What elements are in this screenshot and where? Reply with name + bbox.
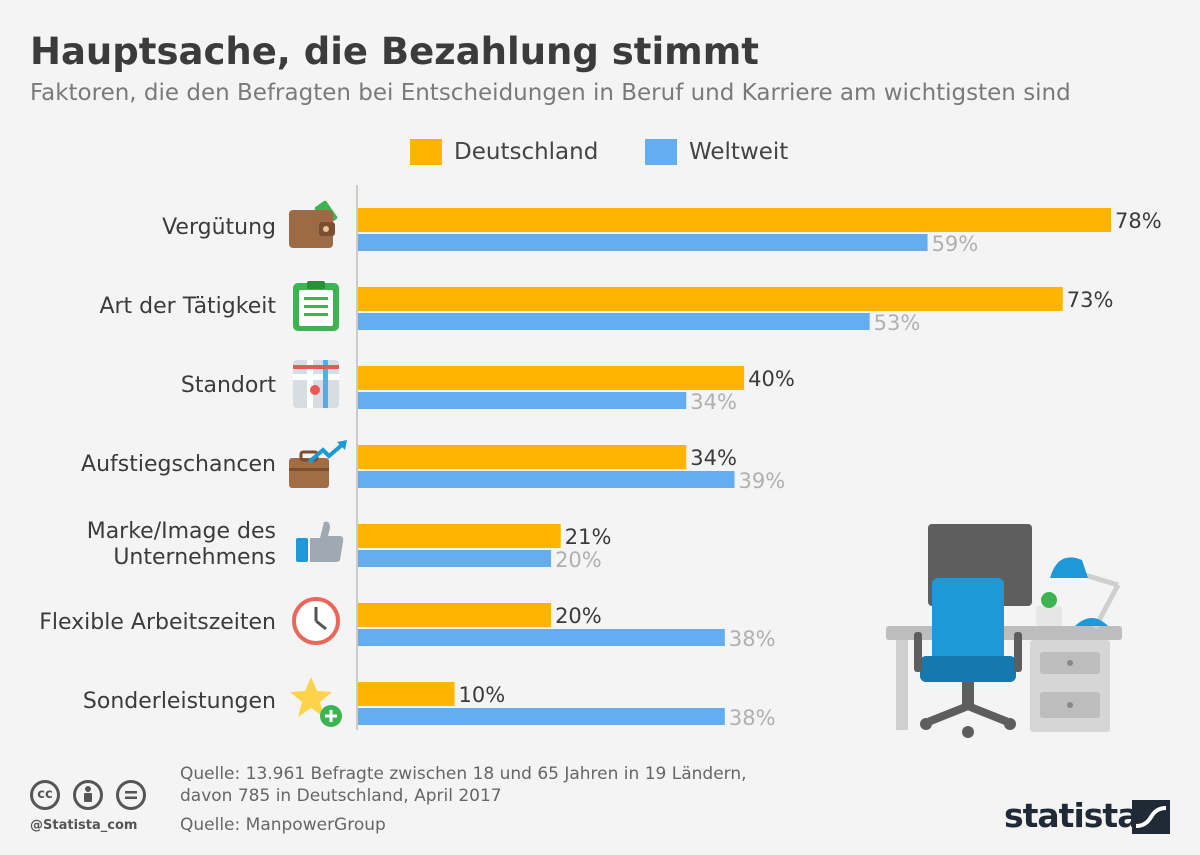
thumbs-up-icon <box>296 521 344 562</box>
chart-title: Hauptsache, die Bezahlung stimmt <box>30 30 759 73</box>
legend-item-weltweit: Weltweit <box>645 137 788 167</box>
clipboard-icon <box>293 281 339 331</box>
value-label-weltweit: 38% <box>729 627 776 651</box>
category-label: Art der Tätigkeit <box>99 294 276 319</box>
statista-logo-icon <box>1132 800 1170 834</box>
legend-swatch-deutschland <box>410 139 442 165</box>
wallet-icon <box>289 200 338 248</box>
cc-license-icon: cc <box>30 780 60 810</box>
value-label-deutschland: 34% <box>690 446 737 470</box>
value-label-weltweit: 20% <box>555 548 602 572</box>
legend-label-deutschland: Deutschland <box>454 139 599 165</box>
cc-nd-icon <box>116 780 146 810</box>
map-pin-icon <box>293 360 339 408</box>
value-label-deutschland: 73% <box>1067 288 1114 312</box>
bar-weltweit <box>358 234 928 251</box>
category-label: Aufstiegschancen <box>81 452 276 477</box>
category-label: Vergütung <box>162 215 276 240</box>
desk-illustration <box>886 524 1122 738</box>
briefcase-growth-icon <box>289 440 347 488</box>
bar-weltweit <box>358 708 725 725</box>
bar-deutschland <box>358 208 1111 232</box>
statista-handle: @Statista_com <box>30 818 138 833</box>
bar-weltweit <box>358 629 725 646</box>
statista-logo-text: statista <box>1004 796 1139 835</box>
value-label-weltweit: 53% <box>874 311 921 335</box>
value-label-deutschland: 21% <box>565 525 612 549</box>
bar-deutschland <box>358 287 1063 311</box>
clock-icon <box>292 597 340 645</box>
bar-deutschland <box>358 682 455 706</box>
bar-deutschland <box>358 524 561 548</box>
category-label: Flexible Arbeitszeiten <box>39 610 276 635</box>
bar-chart: Vergütung 78% 59% Art der Tätigkeit 73% 53% St… <box>39 185 1162 738</box>
value-label-deutschland: 10% <box>459 683 506 707</box>
bar-weltweit <box>358 392 687 409</box>
star-plus-icon <box>290 677 342 727</box>
value-label-deutschland: 40% <box>748 367 795 391</box>
source-note: Quelle: 13.961 Befragte zwischen 18 und … <box>180 763 747 807</box>
legend-item-deutschland: Deutschland <box>410 137 598 167</box>
category-label: Standort <box>181 373 276 398</box>
value-label-weltweit: 34% <box>690 390 737 414</box>
source-line-2: davon 785 in Deutschland, April 2017 <box>180 786 502 806</box>
bar-deutschland <box>358 603 552 627</box>
category-icons <box>289 200 347 727</box>
cc-by-icon <box>73 780 103 810</box>
bar-weltweit <box>358 313 870 330</box>
legend-label-weltweit: Weltweit <box>689 139 789 165</box>
bar-weltweit <box>358 471 735 488</box>
bar-weltweit <box>358 550 552 567</box>
category-label: Sonderleistungen <box>83 689 276 714</box>
value-label-deutschland: 20% <box>555 604 602 628</box>
value-label-deutschland: 78% <box>1115 209 1162 233</box>
category-label: Unternehmens <box>113 545 276 570</box>
value-label-weltweit: 39% <box>739 469 786 493</box>
chart-subtitle: Faktoren, die den Befragten bei Entschei… <box>30 80 1071 106</box>
value-label-weltweit: 38% <box>729 706 776 730</box>
source-line-1: Quelle: 13.961 Befragte zwischen 18 und … <box>180 764 747 784</box>
value-label-weltweit: 59% <box>932 232 979 256</box>
source-publisher: Quelle: ManpowerGroup <box>180 815 386 835</box>
bar-deutschland <box>358 366 745 390</box>
bar-deutschland <box>358 445 687 469</box>
legend-swatch-weltweit <box>645 139 677 165</box>
category-label: Marke/Image des <box>87 519 276 544</box>
